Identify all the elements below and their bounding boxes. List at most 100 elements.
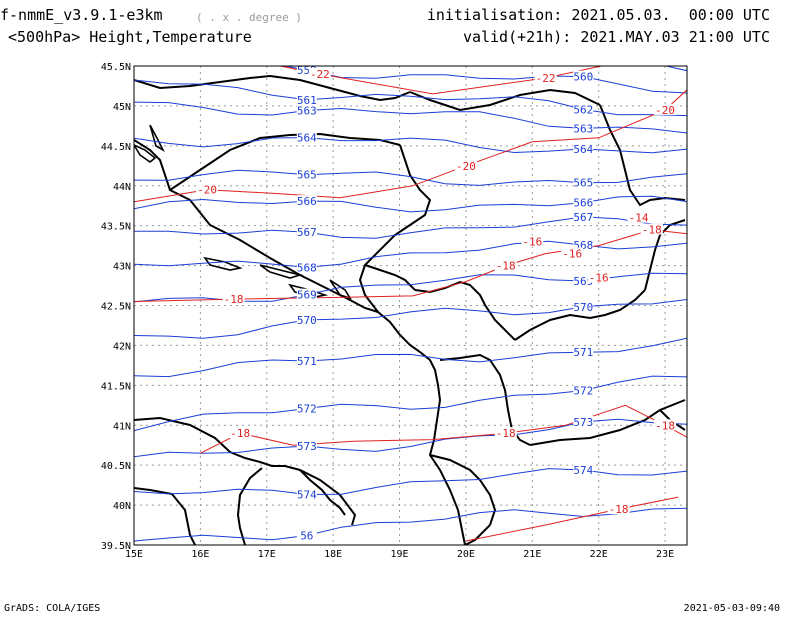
temperature-label-bg [561, 247, 584, 259]
plot-frame [133, 65, 688, 546]
temperature-label: -22 [536, 72, 556, 85]
temperature-label: -14 [629, 212, 649, 225]
height-label-bg [573, 196, 594, 208]
lon-tick-label: 15E [125, 549, 143, 560]
country-borders [134, 75, 686, 545]
height-label-bg [573, 384, 594, 396]
lat-tick-label: 45.5N [101, 62, 131, 73]
lat-tick-label: 44.5N [101, 142, 131, 153]
grads-credit: GrADS: COLA/IGES [4, 603, 101, 614]
height-label: 572 [573, 385, 593, 398]
temperature-label: -20 [197, 184, 217, 197]
lat-tick-label: 40N [113, 501, 131, 512]
temperature-label-bg [494, 427, 517, 439]
height-label-bg [296, 402, 317, 414]
init-value: 2021.05.03. 00:00 UTC [571, 6, 770, 24]
height-label-bg [296, 440, 317, 452]
height-label-bg [296, 93, 317, 105]
model-name: f-nmmE_v3.9.1-e3km [0, 6, 163, 24]
height-label: 567 [573, 211, 593, 224]
height-label-bg [573, 415, 594, 427]
lat-tick-label: 40.5N [101, 461, 131, 472]
height-label: 562 [573, 103, 593, 116]
height-label: 574 [573, 464, 593, 477]
temperature-label: -16 [562, 248, 582, 261]
border-croatia-hungary [269, 75, 411, 102]
height-label: 560 [573, 71, 593, 84]
model-units: ( . x . degree ) [196, 11, 302, 24]
height-label-bg [296, 226, 317, 238]
temperature-label: -18 [496, 260, 516, 273]
temperature-label-bg [521, 235, 544, 247]
temperature-label: -18 [655, 419, 675, 432]
height-label-bg [296, 488, 317, 500]
height-label: 568 [297, 261, 317, 274]
lon-tick-label: 19E [391, 549, 409, 560]
height-contour-560 [283, 66, 687, 94]
temperature-label: -16 [589, 272, 609, 285]
height-label-bg [296, 131, 317, 143]
lat-tick-label: 39.5N [101, 541, 131, 552]
initialisation-line: initialisation: 2021.05.03. 00:00 UTC [427, 6, 770, 24]
temperature-label: -18 [642, 224, 662, 237]
height-label: 571 [573, 346, 593, 359]
height-label-bg [296, 261, 317, 273]
lon-tick-label: 20E [457, 549, 475, 560]
temperature-label: -18 [230, 427, 250, 440]
height-label-bg [296, 354, 317, 366]
temperature-label-bg [534, 71, 557, 83]
border-serbia-north-macedonia [514, 289, 646, 341]
height-label: 566 [573, 197, 593, 210]
height-label: 563 [297, 104, 317, 117]
lat-tick-label: 43N [113, 262, 131, 273]
height-contour-572 [134, 418, 687, 458]
height-label-bg [573, 103, 594, 115]
lon-tick-label: 16E [191, 549, 209, 560]
temperature-label: -20 [655, 104, 675, 117]
temperature-label-bg [308, 67, 331, 79]
height-label-bg [573, 122, 594, 134]
temperature-contour-14 [465, 496, 679, 542]
height-contour-570 [134, 337, 687, 378]
field-name: <500hPa> Height,Temperature [8, 28, 252, 46]
temperature-label-layer: -22 -22-20-20-20-18-18-18-18 -18-18-18-16-… [196, 67, 677, 516]
height-label-bg [296, 104, 317, 116]
height-label-bg [296, 529, 317, 541]
height-label: 574 [297, 489, 317, 502]
valid-line: valid(+21h): 2021.MAY.03 21:00 UTC [463, 28, 770, 46]
temperature-contour-22 [277, 66, 604, 95]
height-label: 570 [573, 301, 593, 314]
border-bosnia-serbia [358, 144, 432, 313]
valid-value: 2021.MAY.03 21:00 UTC [580, 28, 770, 46]
height-label-bg [573, 346, 594, 358]
border-albania-greece [429, 454, 497, 526]
lat-tick-label: 41N [113, 421, 131, 432]
height-label-bg [573, 274, 594, 286]
height-contour-565 [134, 195, 687, 213]
temperature-label-bg [229, 427, 252, 439]
temperature-label: -16 [522, 236, 542, 249]
temperature-label: -18 [609, 503, 629, 516]
greece-coast-west [464, 524, 491, 545]
lon-tick-label: 18E [324, 549, 342, 560]
height-label: 569 [297, 289, 317, 302]
height-label-bg [296, 313, 317, 325]
height-label: 572 [297, 403, 317, 416]
temperature-label-bg [627, 211, 650, 223]
axis-tick-labels: 15E 16E 17E 18E 19E 20E 21E 22E 23E 39.5N 40N 40.5N… [101, 62, 674, 560]
height-label: 570 [297, 314, 317, 327]
lon-tick-label: 17E [258, 549, 276, 560]
height-contour-562 [134, 101, 687, 134]
temperature-label-bg [222, 293, 245, 305]
height-label: 571 [297, 355, 317, 368]
height-contour-563 [134, 137, 687, 154]
temperature-label: -18 [224, 293, 244, 306]
height-contour-571 [134, 375, 687, 432]
temperature-label-bg [607, 503, 630, 515]
height-contour-564 [134, 169, 687, 186]
temperature-label-bg [196, 183, 219, 195]
height-label-bg [296, 168, 317, 180]
border-serbia-bulgaria [599, 104, 686, 207]
temperature-contours [134, 66, 687, 542]
